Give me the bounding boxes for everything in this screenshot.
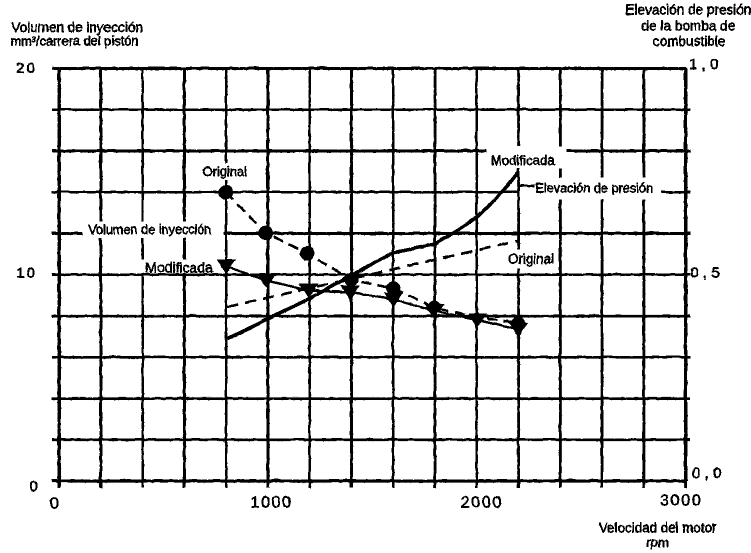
svg-text:Volumen de inyección: Volumen de inyección [11,20,142,35]
svg-text:0: 0 [50,495,59,512]
svg-text:1000: 1000 [250,494,292,511]
svg-text:0,5: 0,5 [690,264,724,281]
svg-text:0,0: 0,0 [692,464,726,481]
svg-text:2000: 2000 [460,494,502,511]
svg-text:Volumen de inyección: Volumen de inyección [88,222,211,236]
svg-text:mm³/carrera del pistón: mm³/carrera del pistón [10,33,138,48]
svg-text:Velocidad del motor: Velocidad del motor [598,520,716,535]
svg-text:rpm: rpm [646,535,668,550]
svg-text:Elevación de presión: Elevación de presión [625,2,751,17]
svg-text:Modificada: Modificada [145,259,213,275]
svg-text:Original: Original [508,251,554,266]
svg-text:Modificada: Modificada [490,152,554,167]
svg-text:de la bomba de: de la bomba de [641,18,735,33]
svg-text:Original: Original [202,164,247,179]
svg-text:1,0: 1,0 [689,56,723,73]
svg-text:20: 20 [16,60,37,77]
svg-text:Elevación de presión: Elevación de presión [535,181,653,195]
svg-text:10: 10 [16,265,37,282]
svg-text:combustible: combustible [653,33,726,48]
svg-text:0: 0 [29,477,37,494]
svg-text:3000: 3000 [660,492,702,509]
